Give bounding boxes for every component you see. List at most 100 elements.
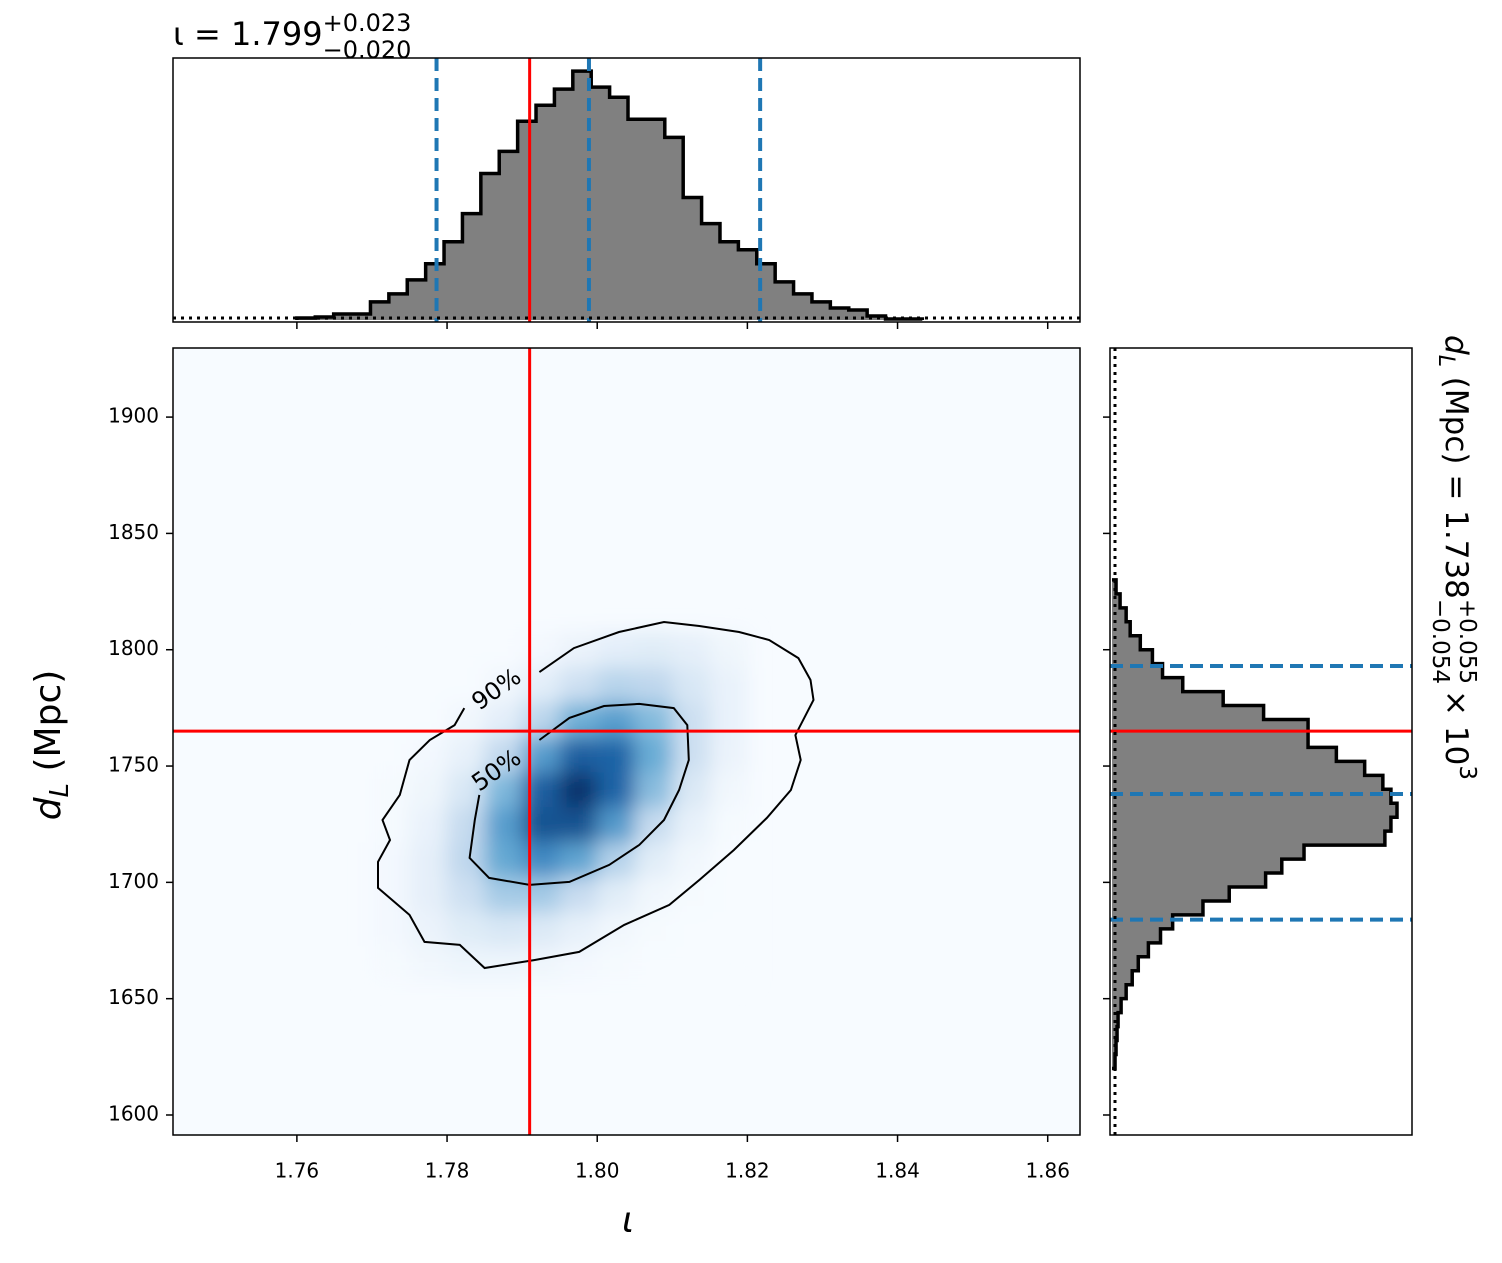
hist-bar <box>1112 691 1224 706</box>
hist-bar <box>1112 1026 1118 1041</box>
label-var: d <box>1438 335 1474 355</box>
density-cell <box>709 876 748 912</box>
density-cell <box>409 911 448 947</box>
density-cell <box>522 876 561 912</box>
hist-bar <box>1112 998 1122 1014</box>
hist-bar <box>1112 817 1391 832</box>
density-cell <box>634 667 673 703</box>
hist-bar <box>1112 775 1383 790</box>
density-cell <box>597 876 636 912</box>
density-cell <box>672 806 711 843</box>
hist-bar <box>1112 873 1266 888</box>
main-panel-frame <box>172 347 1081 1136</box>
density-cell <box>484 632 523 668</box>
hist-bar <box>1112 859 1282 874</box>
y-tick-label: 1650 <box>108 985 159 1009</box>
density-cell <box>634 841 673 878</box>
y-axis-label: dL (Mpc) <box>28 670 75 821</box>
hist-bar <box>517 121 537 320</box>
y-label-var: d <box>28 796 69 820</box>
density-cell <box>522 736 561 773</box>
density-cell <box>709 667 748 703</box>
density-cell <box>447 667 486 703</box>
density-cell <box>409 806 448 843</box>
hist-bar <box>1112 607 1127 623</box>
hist-outline <box>295 69 925 321</box>
label-sup: +0.055 <box>1454 599 1480 684</box>
hist-bar <box>1112 635 1141 651</box>
hist-bar <box>1112 1040 1117 1055</box>
density-cell <box>409 876 448 912</box>
x-tick-label: 1.80 <box>575 1159 620 1183</box>
density-cell <box>484 771 523 808</box>
hist-bar <box>1112 663 1163 679</box>
density-cell <box>634 632 673 668</box>
density-cell <box>522 806 561 843</box>
hist-bar <box>388 293 408 320</box>
hist-bar <box>1112 900 1203 916</box>
hist-bar <box>1112 649 1153 665</box>
density-cell <box>709 771 748 808</box>
hist-bar <box>352 313 371 320</box>
density-cell <box>447 841 486 878</box>
hist-bar <box>1112 956 1139 972</box>
hist-bar <box>1112 803 1397 818</box>
hist-bar <box>591 87 611 320</box>
title-sub: −0.020 <box>323 36 412 64</box>
density-cell <box>672 841 711 878</box>
hist-bar <box>407 279 427 320</box>
hist-bar <box>848 309 868 320</box>
hist-bar <box>683 197 702 320</box>
density-cell <box>634 736 673 773</box>
hist-bar <box>701 223 721 320</box>
density-cells <box>371 632 748 982</box>
hist-bar <box>1112 747 1337 762</box>
density-cell <box>709 736 748 773</box>
hist-bar <box>1112 733 1309 748</box>
hist-bar <box>775 281 794 320</box>
density-cell <box>522 841 561 878</box>
density-cell <box>409 667 448 703</box>
hist-bar <box>1112 942 1149 958</box>
density-cell <box>672 911 711 947</box>
hist-bar <box>1112 887 1230 902</box>
hist-bar <box>1112 621 1131 637</box>
density-cell <box>559 911 598 947</box>
density-cell <box>597 946 636 982</box>
density-cell <box>672 736 711 773</box>
x-tick-label: 1.76 <box>275 1159 320 1183</box>
contour <box>468 702 690 886</box>
hist-bar <box>1112 705 1264 720</box>
hist-bar <box>425 263 445 320</box>
density-cell <box>484 736 523 773</box>
y-label-sub: L <box>45 783 75 798</box>
hist-bar <box>1112 845 1305 860</box>
label-var-sub: L <box>1433 355 1458 367</box>
density-cell <box>409 841 448 878</box>
density-cell <box>371 946 411 982</box>
density-cell <box>672 667 711 703</box>
density-cell <box>559 736 598 773</box>
density-cell <box>522 771 561 808</box>
hist-bar <box>867 315 886 320</box>
hist-bar <box>572 71 592 320</box>
hist-bar <box>444 241 463 320</box>
y-tick-label: 1600 <box>108 1101 159 1125</box>
density-cell <box>522 946 561 982</box>
density-cell <box>447 946 486 982</box>
density-cell <box>709 946 748 982</box>
contour <box>377 620 815 970</box>
right-label: dL (Mpc) = 1.738+0.055−0.054 × 103 <box>1427 335 1480 780</box>
hist-bar <box>793 293 813 320</box>
hist-bar <box>499 151 519 320</box>
hist-bar <box>1112 579 1117 595</box>
density-cell <box>371 736 411 773</box>
density-cell <box>447 876 486 912</box>
density-cell <box>447 806 486 843</box>
x-tick-label: 1.78 <box>425 1159 470 1183</box>
density-cell <box>672 771 711 808</box>
density-cell <box>447 632 486 668</box>
density-cell <box>559 771 598 808</box>
hist-bar <box>1112 928 1161 944</box>
